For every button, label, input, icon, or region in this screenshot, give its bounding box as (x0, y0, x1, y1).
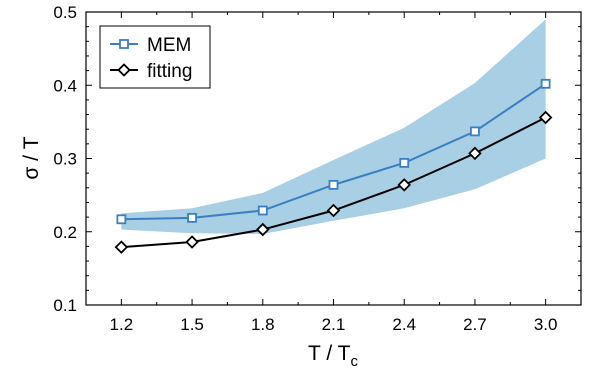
legend-label-mem: MEM (147, 35, 191, 56)
y-tick-label: 0.1 (53, 296, 77, 315)
x-tick-label: 1.2 (110, 315, 134, 334)
x-axis-label: T / Tc (308, 342, 358, 368)
point-fitting (397, 178, 411, 192)
x-tick-label: 2.7 (463, 315, 487, 334)
y-tick-label: 0.3 (53, 150, 77, 169)
point-mem (399, 157, 410, 168)
point-mem (328, 179, 339, 190)
mem-error-band (121, 19, 546, 234)
legend-label-fitting: fitting (147, 61, 192, 82)
point-fitting (468, 146, 482, 161)
y-axis-label: σ / T (20, 136, 43, 179)
y-tick-label: 0.4 (53, 76, 77, 95)
x-axis-label-main: T / T (308, 342, 351, 365)
point-mem (470, 126, 480, 137)
legend-marker-mem (119, 39, 129, 49)
point-mem (187, 212, 197, 223)
confidence-band-layer (121, 19, 546, 234)
x-tick-label: 2.1 (322, 315, 346, 334)
y-tick-label: 0.2 (53, 223, 77, 242)
point-fitting (326, 203, 341, 218)
x-tick-label: 3.0 (534, 315, 558, 334)
legend-marker-fitting (117, 63, 131, 77)
x-tick-label: 1.8 (251, 315, 275, 334)
x-axis-label-subscript: c (350, 353, 358, 368)
point-fitting (256, 222, 270, 237)
legend-entry-mem: MEM (110, 35, 191, 56)
y-tick-label: 0.5 (53, 3, 77, 22)
point-fitting (538, 110, 553, 125)
legend: MEM fitting (99, 25, 211, 89)
point-fitting (114, 240, 129, 254)
legend-entry-fitting: fitting (110, 61, 192, 82)
point-mem (540, 78, 551, 89)
axis-ticks: 1.2 1.5 1.8 2.1 2.4 2.7 3.0 0.1 0.2 0.3 0.4 0.5 (53, 3, 581, 334)
x-tick-label: 2.4 (392, 315, 416, 334)
point-fitting (185, 235, 199, 249)
point-mem (116, 214, 127, 225)
x-tick-label: 1.5 (180, 315, 204, 334)
legend-box (99, 25, 211, 89)
series-layer (114, 78, 553, 254)
point-mem (257, 205, 268, 216)
